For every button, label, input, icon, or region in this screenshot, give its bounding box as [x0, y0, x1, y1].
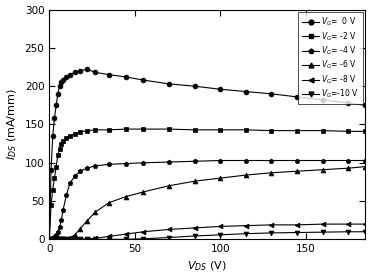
- X-axis label: $V_{DS}$ (V): $V_{DS}$ (V): [187, 260, 227, 273]
- Legend: $V_G$=  0 V, $V_G$= -2 V, $V_G$= -4 V, $V_G$= -6 V, $V_G$= -8 V, $V_G$=-10 V: $V_G$= 0 V, $V_G$= -2 V, $V_G$= -4 V, $V…: [298, 12, 363, 104]
- Y-axis label: $I_{DS}$ (mA/mm): $I_{DS}$ (mA/mm): [6, 89, 19, 160]
